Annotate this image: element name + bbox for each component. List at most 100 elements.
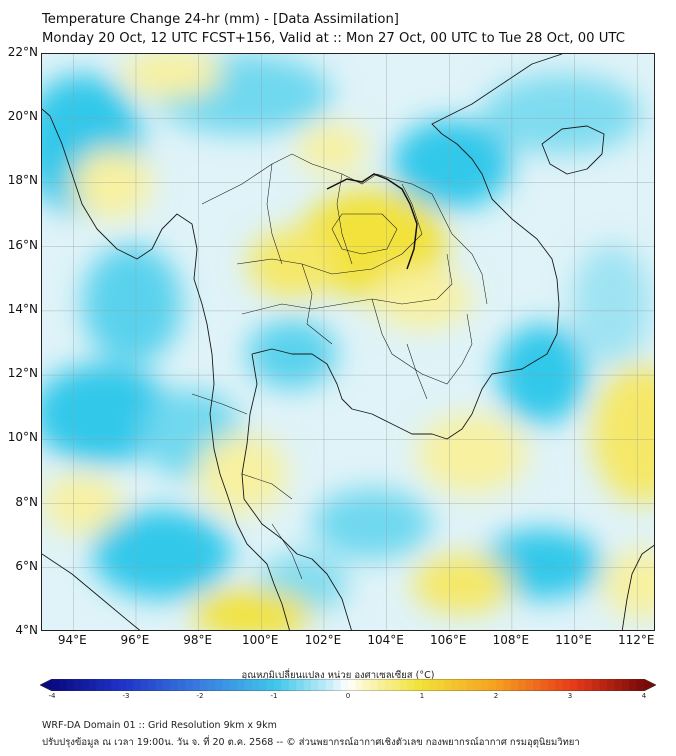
mekong-border (326, 173, 418, 270)
map-panel[interactable] (41, 53, 655, 631)
footer-update-info: ปรับปรุงข้อมูล ณ เวลา 19:00น. วัน จ. ที่… (42, 737, 580, 748)
colorbar-segment (303, 679, 312, 691)
colorbar-segment (436, 679, 445, 691)
border-line (331, 213, 398, 255)
colorbar-segment (459, 679, 467, 691)
colorbar-segment (362, 679, 371, 691)
warm-blob (122, 54, 222, 99)
colorbar-segment (103, 679, 112, 691)
cool-blob (392, 119, 512, 209)
colorbar-segment (126, 679, 134, 691)
colorbar-tick-label: -4 (48, 692, 56, 700)
colorbar-segment (444, 679, 453, 691)
colorbar-segment (59, 679, 68, 691)
warm-blob (192, 589, 312, 630)
colorbar-segment (177, 679, 186, 691)
border-line (301, 263, 333, 345)
colorbar-segment (222, 679, 231, 691)
border-line (266, 163, 283, 265)
colorbar-segment (214, 679, 223, 691)
colorbar-segment (89, 679, 97, 691)
colorbar-segment (311, 679, 319, 691)
colorbar-segment (237, 679, 245, 691)
lon-tick-label: 112°E (617, 633, 655, 647)
lat-tick-label: 22°N (7, 45, 38, 59)
border-line (406, 343, 428, 400)
colorbar-segment (496, 679, 504, 691)
cool-blob (482, 74, 642, 154)
border-line (191, 393, 248, 415)
colorbar-segment (74, 679, 83, 691)
borneo-coast (621, 544, 654, 630)
footer-domain-info: WRF-DA Domain 01 :: Grid Resolution 9km … (42, 720, 277, 731)
colorbar-segment (570, 679, 578, 691)
colorbar (40, 679, 656, 691)
colorbar-segment (66, 679, 75, 691)
cool-blob (312, 489, 432, 559)
colorbar-tick-label: 3 (567, 692, 573, 700)
lat-tick-label: 18°N (7, 173, 38, 188)
colorbar-segment (377, 679, 386, 691)
colorbar-tick-label: 0 (345, 692, 351, 700)
lat-tick-label: 10°N (7, 430, 38, 445)
colorbar-segment (333, 679, 342, 691)
colorbar-segment (607, 679, 615, 691)
border-line (371, 298, 473, 385)
colorbar-segment (407, 679, 416, 691)
cool-blob (572, 244, 652, 364)
colorbar-segment (118, 679, 127, 691)
colorbar-segment (81, 679, 90, 691)
colorbar-tick-label: 1 (419, 692, 425, 700)
colorbar-segment (207, 679, 216, 691)
colorbar-segment (466, 679, 475, 691)
colorbar-tick-label: 2 (493, 692, 499, 700)
colorbar-tick-label: -2 (196, 692, 204, 700)
warm-blob (412, 554, 512, 614)
colorbar-segment (111, 679, 120, 691)
vietnam-coast (431, 54, 563, 415)
colorbar-segment (481, 679, 490, 691)
border-line (271, 523, 303, 580)
colorbar-segment (533, 679, 541, 691)
colorbar-segment (399, 679, 408, 691)
colorbar-left-extend (40, 679, 52, 691)
warm-blob (72, 149, 152, 219)
warm-blob (247, 229, 337, 299)
field-blobs (42, 54, 654, 630)
colorbar-segment (473, 679, 482, 691)
colorbar-tick-label: 4 (641, 692, 647, 700)
thai-peninsula-east (241, 353, 352, 630)
colorbar-segment (170, 679, 179, 691)
colorbar-segment (266, 679, 275, 691)
lon-tick-label: 96°E (120, 633, 150, 647)
colorbar-segment (296, 679, 305, 691)
hainan-island (541, 125, 605, 175)
colorbar-segment (155, 679, 164, 691)
colorbar-tick-label: -1 (270, 692, 278, 700)
lon-tick-label: 98°E (183, 633, 213, 647)
colorbar-segment (525, 679, 534, 691)
myanmar-coast (42, 108, 290, 630)
lon-tick-label: 94°E (57, 633, 87, 647)
colorbar-segment (592, 679, 601, 691)
warm-blob (297, 124, 367, 174)
cool-blob (42, 364, 172, 464)
colorbar-segment (163, 679, 171, 691)
lon-tick-label: 106°E (429, 633, 467, 647)
colorbar-segment (140, 679, 149, 691)
colorbar-segment (185, 679, 194, 691)
lat-tick-label: 6°N (15, 558, 38, 573)
border-line (201, 153, 413, 205)
colorbar-segment (614, 679, 623, 691)
colorbar-segment (540, 679, 549, 691)
lon-tick-label: 110°E (555, 633, 592, 647)
graticule (42, 54, 654, 630)
colorbar-segment (599, 679, 608, 691)
colorbar-segment (355, 679, 364, 691)
colorbar-segment (96, 679, 105, 691)
northeast-thailand-border (326, 173, 418, 270)
temperature-change-field (42, 54, 654, 630)
colorbar-tick-label: -3 (122, 692, 130, 700)
sumatra-coast (42, 553, 141, 630)
colorbar-segment (148, 679, 157, 691)
